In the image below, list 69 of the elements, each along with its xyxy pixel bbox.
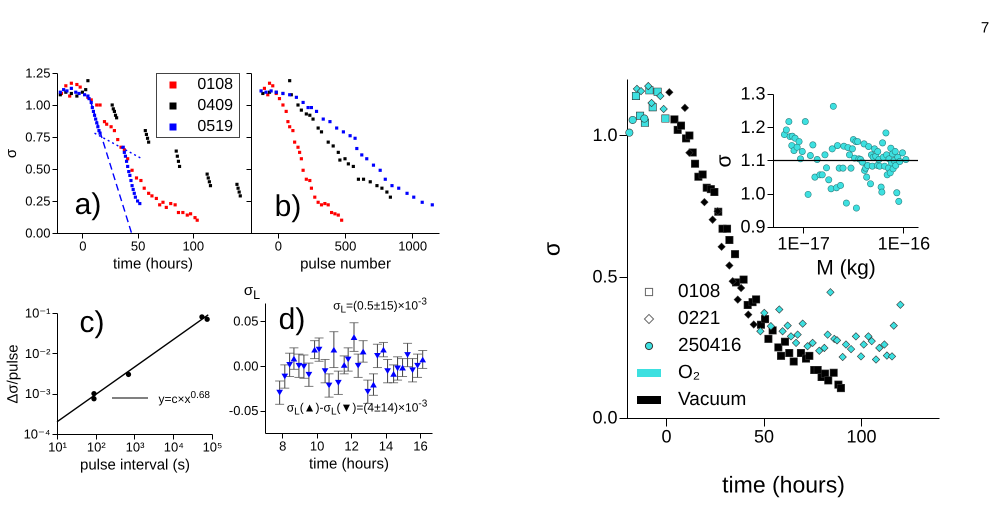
y-tick-label: 0.5 bbox=[592, 266, 618, 286]
legend-label: 0409 bbox=[197, 96, 233, 114]
series-label: 0108 bbox=[678, 280, 720, 302]
x-tick-label: 12 bbox=[344, 438, 359, 454]
annotation: c) bbox=[80, 306, 104, 340]
y-axis-title: Δσ/pulse bbox=[4, 344, 22, 404]
y-tick-label: 10⁻³ bbox=[24, 386, 52, 402]
x-axis-title: pulse number bbox=[300, 256, 391, 272]
annotation: d) bbox=[278, 303, 306, 337]
y-tick-label: 0.00 bbox=[25, 226, 50, 240]
x-tick-label: 100 bbox=[846, 426, 877, 446]
x-tick-label: 0 bbox=[274, 238, 282, 254]
x-tick-label: 1E−17 bbox=[777, 234, 830, 254]
y-tick-label: 10⁻⁴ bbox=[24, 426, 50, 442]
y-tick-label: 10⁻¹ bbox=[24, 306, 52, 320]
x-tick-label: 10¹ bbox=[48, 440, 68, 454]
annotation: σ$_{L}$=(0.5±15)×10$^{-3}$ bbox=[333, 296, 427, 316]
y-tick-label: 1.25 bbox=[25, 66, 50, 80]
y-axis-title: σ bbox=[712, 154, 736, 168]
y-axis-title: σ$_{L}$ bbox=[244, 282, 260, 302]
x-tick-label: 50 bbox=[130, 238, 146, 254]
x-tick-label: 0 bbox=[79, 238, 87, 254]
x-tick-label: 1000 bbox=[398, 238, 428, 254]
y-tick-label: 1.0 bbox=[592, 125, 618, 145]
x-tick-label: 500 bbox=[334, 238, 356, 254]
x-tick-label: 8 bbox=[279, 438, 286, 454]
y-tick-label: 0.05 bbox=[233, 313, 258, 328]
y-tick-label: 0.25 bbox=[25, 194, 50, 208]
y-tick-label: 1.0 bbox=[740, 183, 766, 204]
x-axis-title: time (hours) bbox=[308, 456, 390, 472]
x-tick-label: 16 bbox=[413, 438, 428, 454]
legend-label: O₂ bbox=[678, 362, 700, 384]
legend-label: 0519 bbox=[197, 118, 233, 136]
x-tick-label: 10 bbox=[310, 438, 324, 454]
x-tick-label: 0 bbox=[661, 426, 672, 446]
annotation: σ$_{L}$(▲)-σ$_{L}$(▼)=(4±14)×10$^{-3}$ bbox=[286, 398, 428, 418]
x-tick-label: 10³ bbox=[126, 440, 146, 454]
x-tick-label: 100 bbox=[182, 238, 204, 254]
x-axis-title: time (hours) bbox=[722, 472, 845, 498]
y-tick-label: 0.9 bbox=[740, 216, 766, 236]
annotation: b) bbox=[274, 190, 302, 224]
y-tick-label: 0.75 bbox=[25, 130, 50, 144]
legend-label: y=c×x$^{0.68}$ bbox=[158, 390, 210, 406]
text: 7 bbox=[980, 20, 990, 36]
y-tick-label: 1.1 bbox=[740, 150, 766, 170]
y-tick-label: 1.3 bbox=[740, 84, 766, 104]
y-tick-label: 1.00 bbox=[25, 98, 50, 112]
legend-label: Vacuum bbox=[678, 388, 746, 410]
legend-label: 250416 bbox=[678, 334, 742, 356]
x-tick-label: 10² bbox=[86, 440, 106, 454]
x-tick-label: 14 bbox=[378, 438, 394, 454]
legend-label: 0108 bbox=[197, 76, 233, 94]
y-tick-label: -0.05 bbox=[228, 403, 258, 418]
y-axis-title: σ bbox=[538, 242, 564, 256]
series-label: 0221 bbox=[678, 308, 720, 330]
x-axis-title: time (hours) bbox=[112, 256, 194, 272]
x-tick-label: 1E−16 bbox=[878, 234, 930, 254]
y-tick-label: 10⁻² bbox=[24, 346, 52, 361]
x-tick-label: 10⁴ bbox=[164, 440, 184, 454]
y-axis-title: σ bbox=[3, 148, 20, 158]
x-tick-label: 10⁵ bbox=[202, 440, 222, 454]
x-tick-label: 50 bbox=[754, 426, 774, 446]
annotation: a) bbox=[74, 188, 102, 222]
x-axis-title: pulse interval (s) bbox=[80, 456, 190, 474]
y-tick-label: 0.0 bbox=[592, 408, 618, 428]
y-tick-label: 0.00 bbox=[233, 358, 258, 374]
y-tick-label: 1.2 bbox=[740, 116, 766, 137]
x-axis-title: M (kg) bbox=[816, 256, 876, 280]
y-tick-label: 0.50 bbox=[25, 162, 50, 176]
